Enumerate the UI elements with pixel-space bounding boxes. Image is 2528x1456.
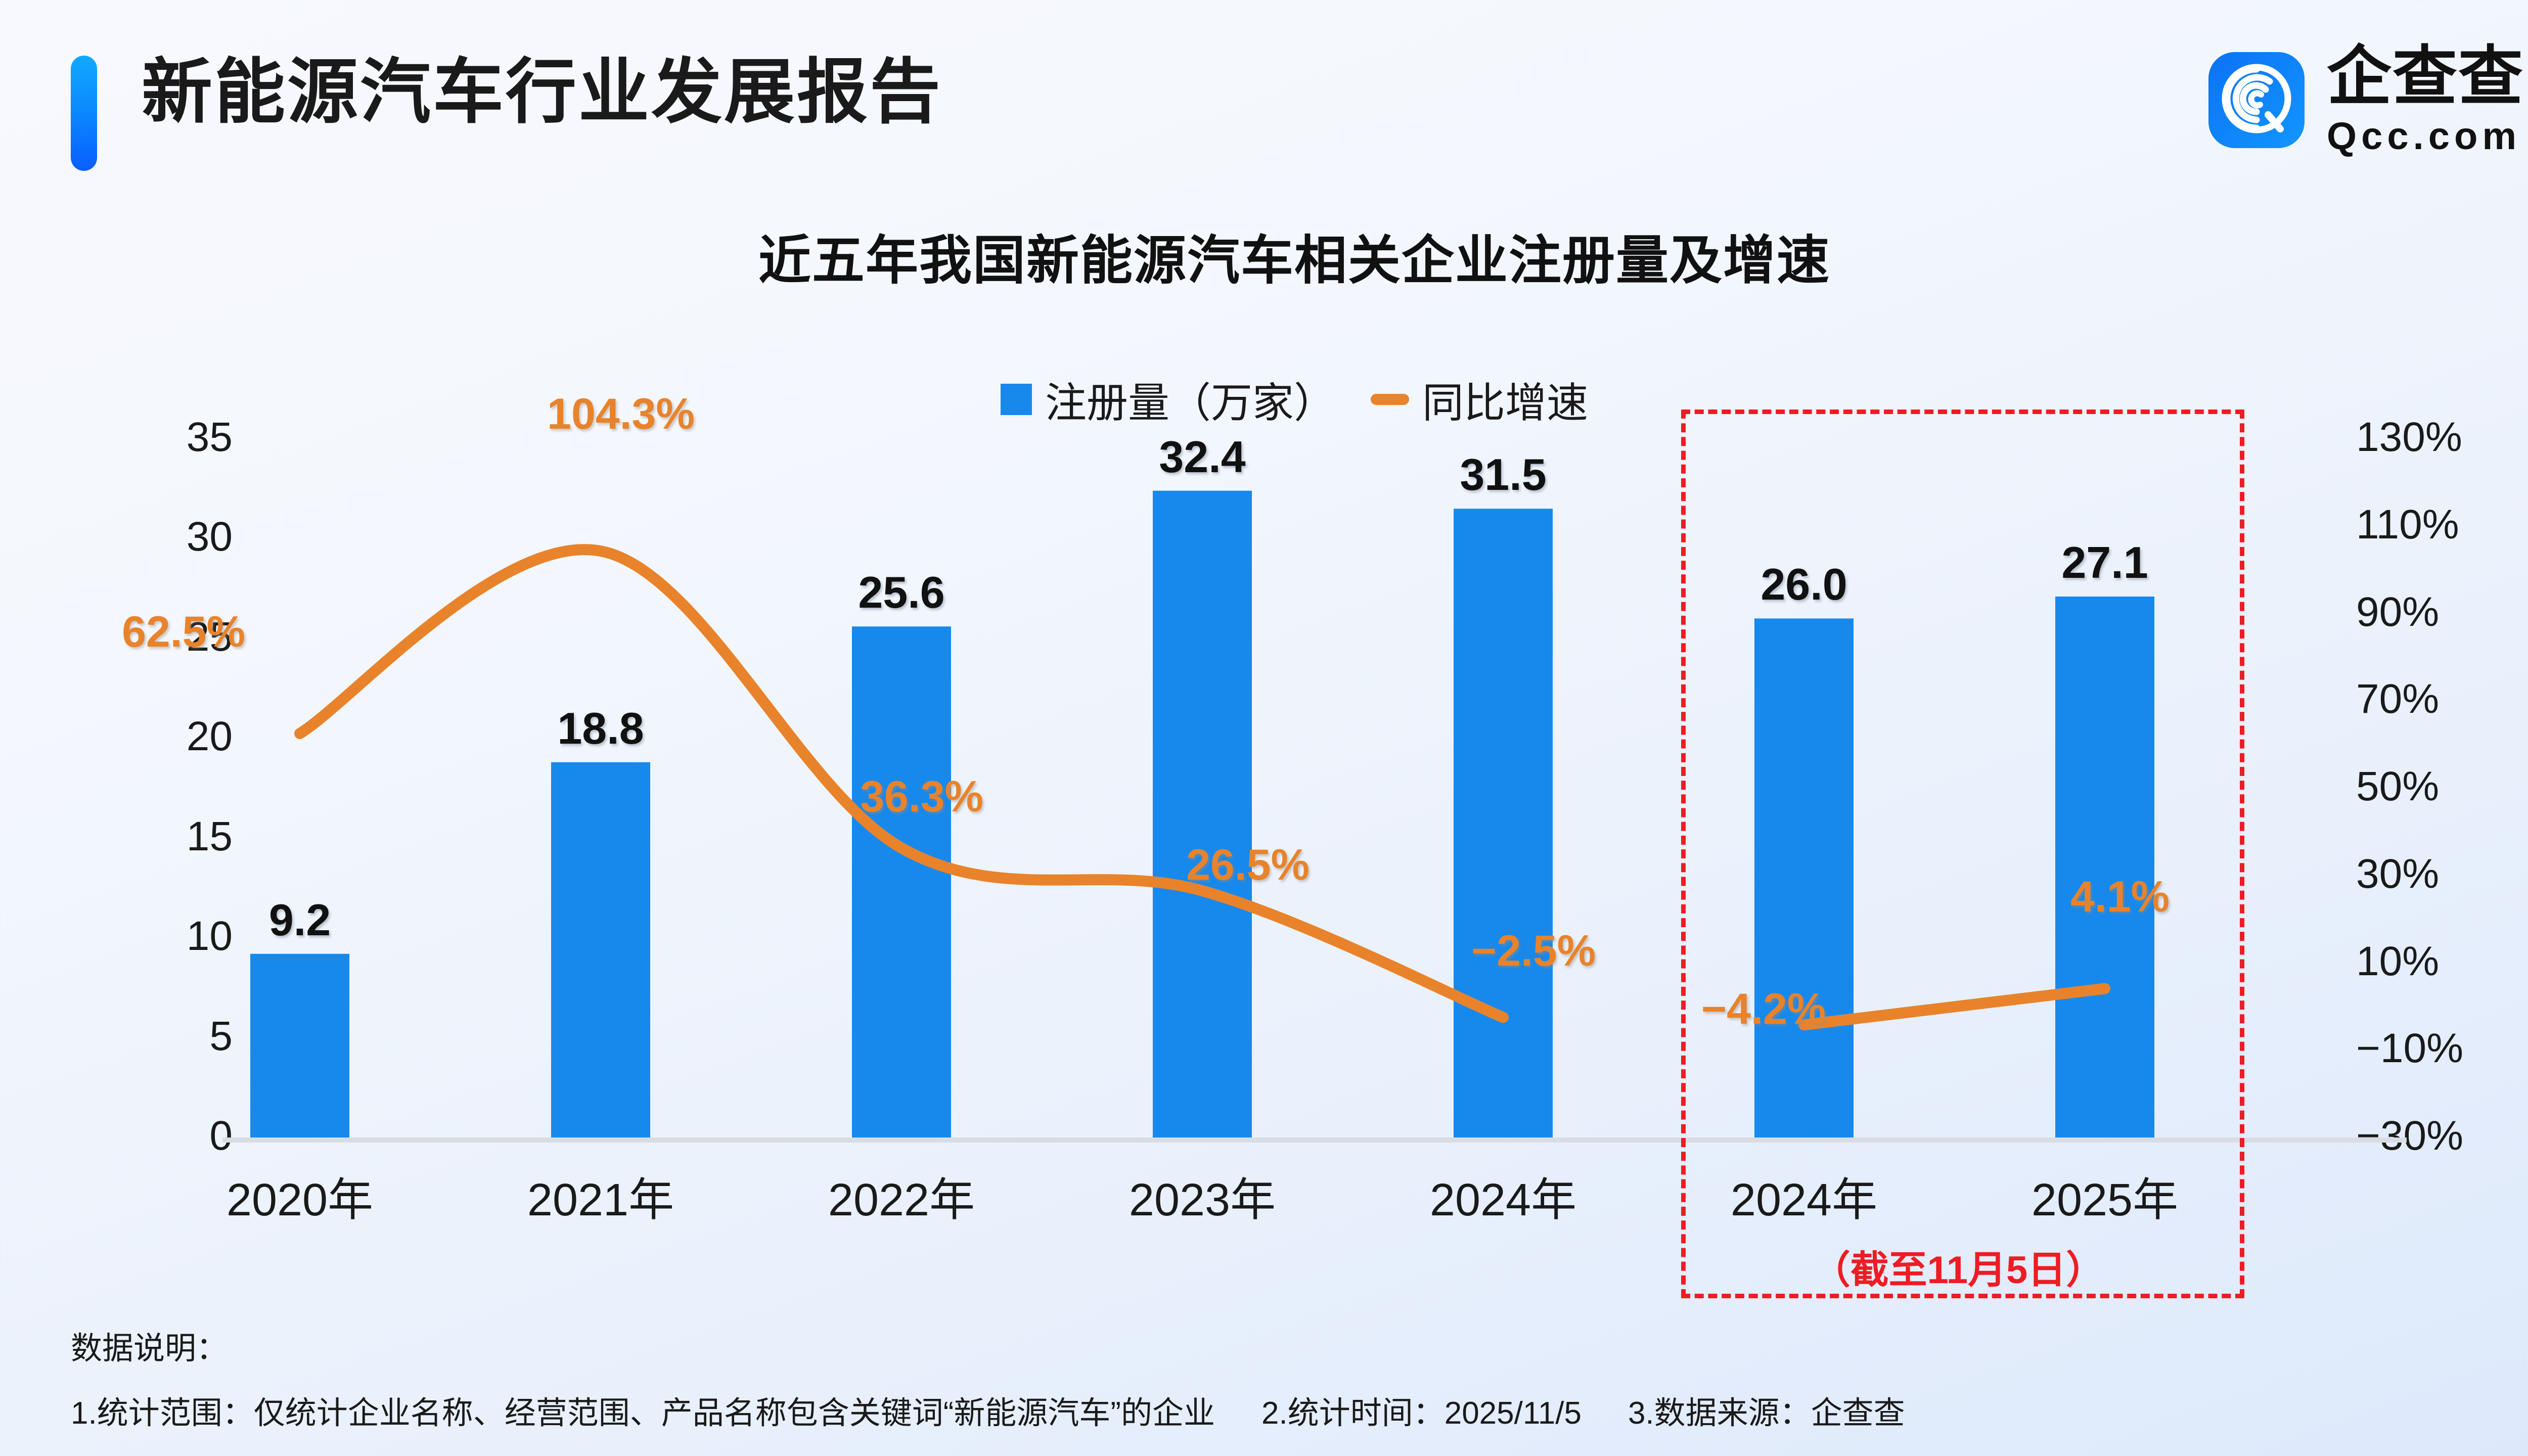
footer-note-source: 3.数据来源：企查查 <box>1628 1396 1905 1431</box>
bar-value-label: 9.2 <box>268 894 331 945</box>
page-title: 新能源汽车行业发展报告 <box>142 52 943 131</box>
brand-text: 企查查 Qcc.com <box>2327 44 2524 156</box>
chart-bar[interactable] <box>1454 509 1553 1138</box>
y-axis-left-tick: 25 <box>186 613 233 660</box>
footer-title: 数据说明： <box>71 1331 228 1366</box>
growth-rate-label: −2.5% <box>1471 927 1596 976</box>
footer-notes: 1.统计范围：仅统计企业名称、经营范围、产品名称包含关键词“新能源汽车”的企业 … <box>71 1387 2518 1433</box>
y-axis-left-tick: 10 <box>186 913 233 960</box>
footer-note-scope: 1.统计范围：仅统计企业名称、经营范围、产品名称包含关键词“新能源汽车”的企业 <box>71 1396 1215 1431</box>
x-axis-baseline <box>222 1138 2407 1143</box>
y-axis-right-tick: 10% <box>2356 938 2440 984</box>
brand-name-en: Qcc.com <box>2326 115 2521 158</box>
x-axis-label: 2024年 <box>1730 1175 1878 1225</box>
y-axis-left: 0 5 10 15 20 25 30 35 <box>137 417 233 1157</box>
x-axis-label: 2024年 <box>1429 1175 1577 1225</box>
growth-rate-label: 26.5% <box>1186 840 1310 889</box>
legend-line-label: 同比增速 <box>1422 380 1589 426</box>
chart-bar[interactable] <box>2055 596 2154 1138</box>
page-header: 新能源汽车行业发展报告 企查查 Qcc.com <box>0 0 2528 197</box>
y-axis-right-tick: −10% <box>2356 1025 2464 1072</box>
bar-value-label: 27.1 <box>2061 537 2148 587</box>
bar-value-label: 26.0 <box>1760 559 1847 610</box>
growth-rate-label: 36.3% <box>860 772 983 822</box>
growth-rate-label: −4.2% <box>1701 985 1826 1034</box>
x-axis-label: 2020年 <box>226 1175 374 1225</box>
y-axis-left-tick: 15 <box>186 813 233 859</box>
qcc-spiral-icon <box>2208 52 2305 148</box>
footer-note-time: 2.统计时间：2025/11/5 <box>1261 1396 1582 1431</box>
bar-value-label: 31.5 <box>1460 449 1547 500</box>
legend-bar-swatch-icon <box>1000 383 1032 415</box>
legend-bar-label: 注册量（万家） <box>1045 380 1335 426</box>
x-axis-label: 2022年 <box>828 1175 975 1225</box>
brand-logo: 企查查 Qcc.com <box>2208 44 2524 156</box>
y-axis-right-tick: 70% <box>2356 676 2440 722</box>
y-axis-right-tick: 130% <box>2356 414 2462 460</box>
chart-bar[interactable] <box>250 953 349 1138</box>
bar-value-label: 32.4 <box>1159 431 1246 482</box>
y-axis-right: −30% −10% 10% 30% 50% 70% 90% 110% 130% <box>2356 417 2528 1157</box>
chart-plot-area: 9.2 18.8 25.6 32.4 31.5 26.0 27.1 62.5% 104.3% 36… <box>0 390 2528 1153</box>
y-axis-left-tick: 35 <box>186 414 233 460</box>
chart-line-segment[interactable] <box>1798 983 2110 1031</box>
chart-bar[interactable] <box>1754 618 1854 1138</box>
growth-rate-label: 4.1% <box>2070 873 2170 922</box>
growth-rate-label: 62.5% <box>122 608 245 657</box>
x-axis-label: 2025年 <box>2031 1175 2179 1225</box>
bar-value-label: 18.8 <box>557 703 644 753</box>
title-accent-bar <box>71 56 97 171</box>
chart-bar[interactable] <box>852 626 951 1138</box>
chart-line-segment[interactable] <box>294 544 1509 1023</box>
brand-name-cn: 企查查 <box>2326 40 2524 113</box>
y-axis-right-tick: −30% <box>2356 1113 2464 1159</box>
chart-bar[interactable] <box>551 762 650 1138</box>
footer: 数据说明： 1.统计范围：仅统计企业名称、经营范围、产品名称包含关键词“新能源汽… <box>71 1323 2518 1433</box>
bar-value-label: 25.6 <box>858 567 945 618</box>
chart-title: 近五年我国新能源汽车相关企业注册量及增速 <box>758 232 1830 290</box>
chart-legend: 注册量（万家） 同比增速 <box>0 369 2528 429</box>
y-axis-left-tick: 0 <box>209 1113 233 1159</box>
y-axis-left-tick: 30 <box>186 514 233 560</box>
y-axis-right-tick: 90% <box>2356 588 2440 635</box>
chart-bar[interactable] <box>1153 490 1252 1138</box>
y-axis-right-tick: 30% <box>2356 850 2440 897</box>
x-axis-labels: 2020年 2021年 2022年 2023年 2024年 2024年 2025年 <box>0 1163 2528 1234</box>
y-axis-left-tick: 20 <box>186 713 233 760</box>
legend-item-line: 同比增速 <box>1371 369 1588 429</box>
legend-line-swatch-icon <box>1371 393 1409 405</box>
growth-rate-label: 104.3% <box>547 389 695 438</box>
x-axis-label: 2021年 <box>527 1175 674 1225</box>
highlight-note: （截至11月5日） <box>1812 1249 2105 1292</box>
x-axis-label: 2023年 <box>1128 1175 1276 1225</box>
y-axis-right-tick: 110% <box>2356 501 2459 548</box>
legend-item-bar: 注册量（万家） <box>1000 369 1335 429</box>
y-axis-right-tick: 50% <box>2356 763 2440 809</box>
y-axis-left-tick: 5 <box>209 1013 233 1059</box>
